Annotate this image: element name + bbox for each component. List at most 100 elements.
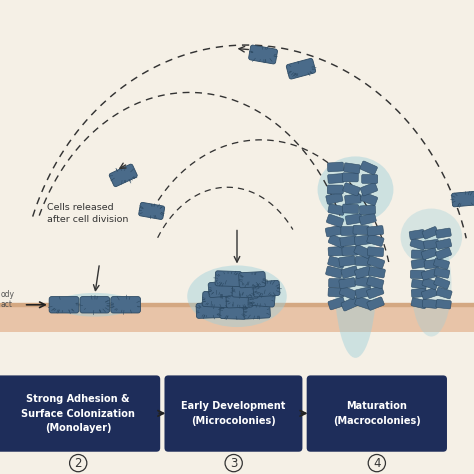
FancyBboxPatch shape: [327, 214, 344, 227]
FancyBboxPatch shape: [436, 287, 452, 299]
FancyBboxPatch shape: [360, 192, 378, 205]
FancyBboxPatch shape: [80, 297, 109, 313]
FancyBboxPatch shape: [49, 297, 79, 313]
Ellipse shape: [187, 265, 287, 327]
FancyBboxPatch shape: [341, 227, 357, 236]
FancyBboxPatch shape: [355, 287, 372, 299]
Text: Cells released
after cell division: Cells released after cell division: [47, 202, 129, 224]
FancyBboxPatch shape: [422, 227, 438, 239]
FancyBboxPatch shape: [367, 226, 383, 236]
FancyBboxPatch shape: [208, 281, 236, 298]
FancyBboxPatch shape: [215, 271, 242, 287]
Text: ody: ody: [1, 291, 15, 299]
FancyBboxPatch shape: [342, 246, 358, 255]
Text: 3: 3: [230, 456, 237, 470]
FancyBboxPatch shape: [226, 292, 253, 308]
FancyBboxPatch shape: [339, 286, 356, 300]
FancyBboxPatch shape: [436, 228, 451, 238]
Text: 4: 4: [373, 456, 381, 470]
FancyBboxPatch shape: [307, 375, 447, 452]
FancyBboxPatch shape: [411, 288, 427, 298]
FancyBboxPatch shape: [342, 204, 359, 213]
FancyBboxPatch shape: [354, 245, 371, 258]
FancyBboxPatch shape: [410, 270, 425, 279]
FancyBboxPatch shape: [411, 259, 427, 269]
FancyBboxPatch shape: [202, 292, 229, 308]
FancyBboxPatch shape: [0, 375, 160, 452]
FancyBboxPatch shape: [362, 174, 378, 183]
FancyBboxPatch shape: [341, 297, 358, 311]
Text: act: act: [1, 301, 13, 309]
Ellipse shape: [401, 209, 462, 265]
FancyBboxPatch shape: [346, 214, 362, 225]
FancyBboxPatch shape: [421, 247, 437, 260]
FancyBboxPatch shape: [411, 298, 427, 309]
FancyBboxPatch shape: [360, 161, 377, 175]
FancyBboxPatch shape: [345, 194, 361, 204]
FancyBboxPatch shape: [359, 213, 376, 225]
FancyBboxPatch shape: [328, 256, 345, 268]
FancyBboxPatch shape: [328, 173, 344, 183]
FancyBboxPatch shape: [436, 300, 451, 309]
FancyBboxPatch shape: [436, 239, 452, 249]
FancyBboxPatch shape: [409, 229, 425, 239]
FancyBboxPatch shape: [327, 185, 343, 194]
FancyBboxPatch shape: [359, 205, 376, 215]
FancyBboxPatch shape: [367, 276, 384, 289]
FancyBboxPatch shape: [411, 250, 427, 259]
FancyBboxPatch shape: [111, 297, 140, 313]
FancyBboxPatch shape: [220, 303, 246, 319]
FancyBboxPatch shape: [239, 272, 265, 288]
FancyBboxPatch shape: [424, 239, 439, 249]
FancyBboxPatch shape: [422, 278, 438, 290]
Text: Maturation
(Macrocolonies): Maturation (Macrocolonies): [333, 401, 421, 426]
FancyBboxPatch shape: [411, 279, 427, 289]
FancyBboxPatch shape: [355, 256, 371, 266]
FancyBboxPatch shape: [424, 259, 439, 269]
FancyBboxPatch shape: [367, 256, 385, 269]
FancyBboxPatch shape: [342, 173, 358, 182]
FancyBboxPatch shape: [328, 288, 344, 297]
FancyBboxPatch shape: [434, 268, 450, 278]
FancyBboxPatch shape: [421, 288, 438, 300]
FancyBboxPatch shape: [368, 267, 385, 278]
FancyBboxPatch shape: [328, 278, 345, 288]
FancyBboxPatch shape: [139, 202, 164, 219]
FancyBboxPatch shape: [249, 45, 277, 64]
FancyBboxPatch shape: [344, 163, 360, 173]
FancyBboxPatch shape: [253, 281, 280, 297]
FancyBboxPatch shape: [248, 290, 275, 307]
FancyBboxPatch shape: [341, 266, 358, 278]
FancyBboxPatch shape: [354, 235, 371, 246]
FancyBboxPatch shape: [421, 269, 437, 280]
Ellipse shape: [411, 232, 451, 337]
FancyBboxPatch shape: [328, 204, 345, 215]
FancyBboxPatch shape: [286, 58, 316, 79]
FancyBboxPatch shape: [366, 285, 384, 299]
FancyBboxPatch shape: [367, 247, 384, 257]
Ellipse shape: [55, 293, 135, 317]
FancyBboxPatch shape: [422, 299, 438, 309]
FancyBboxPatch shape: [355, 276, 372, 287]
FancyBboxPatch shape: [164, 375, 302, 452]
FancyBboxPatch shape: [355, 296, 372, 309]
FancyBboxPatch shape: [328, 235, 346, 248]
FancyBboxPatch shape: [325, 226, 342, 237]
FancyBboxPatch shape: [339, 256, 356, 266]
FancyBboxPatch shape: [360, 182, 378, 196]
Text: Strong Adhesion &
Surface Colonization
(Monolayer): Strong Adhesion & Surface Colonization (…: [21, 394, 135, 433]
FancyBboxPatch shape: [109, 164, 137, 187]
FancyBboxPatch shape: [244, 303, 270, 319]
FancyBboxPatch shape: [434, 277, 450, 289]
FancyBboxPatch shape: [0, 306, 474, 332]
FancyBboxPatch shape: [410, 238, 426, 250]
FancyBboxPatch shape: [367, 234, 384, 246]
FancyBboxPatch shape: [328, 297, 345, 310]
FancyBboxPatch shape: [326, 192, 343, 204]
FancyBboxPatch shape: [353, 225, 369, 235]
Ellipse shape: [334, 192, 377, 358]
FancyBboxPatch shape: [452, 191, 474, 207]
Ellipse shape: [318, 156, 393, 223]
FancyBboxPatch shape: [343, 183, 360, 196]
FancyBboxPatch shape: [232, 282, 259, 298]
